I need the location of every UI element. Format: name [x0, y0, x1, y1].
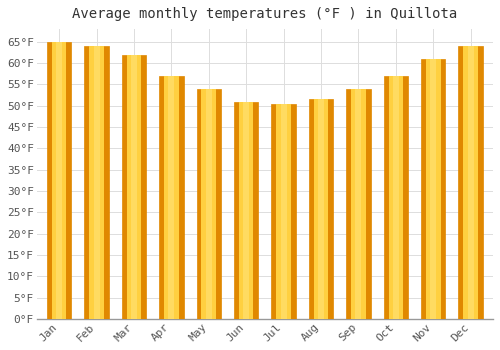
Bar [280, 104, 286, 319]
Bar [426, 59, 440, 319]
Bar [90, 46, 104, 319]
Bar [196, 89, 221, 319]
Bar [346, 89, 370, 319]
Bar [430, 59, 436, 319]
Bar [56, 42, 62, 319]
Bar [388, 76, 403, 319]
Bar [314, 99, 328, 319]
Bar [276, 104, 291, 319]
Bar [272, 104, 295, 319]
Bar [421, 59, 446, 319]
Bar [243, 102, 249, 319]
Bar [309, 99, 333, 319]
Bar [164, 76, 178, 319]
Bar [159, 76, 184, 319]
Bar [126, 55, 142, 319]
Bar [131, 55, 137, 319]
Title: Average monthly temperatures (°F ) in Quillota: Average monthly temperatures (°F ) in Qu… [72, 7, 458, 21]
Bar [94, 46, 100, 319]
Bar [351, 89, 366, 319]
Bar [393, 76, 399, 319]
Bar [122, 55, 146, 319]
Bar [468, 46, 473, 319]
Bar [47, 42, 72, 319]
Bar [356, 89, 362, 319]
Bar [84, 46, 108, 319]
Bar [234, 102, 258, 319]
Bar [168, 76, 174, 319]
Bar [464, 46, 478, 319]
Bar [458, 46, 483, 319]
Bar [206, 89, 212, 319]
Bar [239, 102, 254, 319]
Bar [202, 89, 216, 319]
Bar [384, 76, 408, 319]
Bar [52, 42, 66, 319]
Bar [318, 99, 324, 319]
